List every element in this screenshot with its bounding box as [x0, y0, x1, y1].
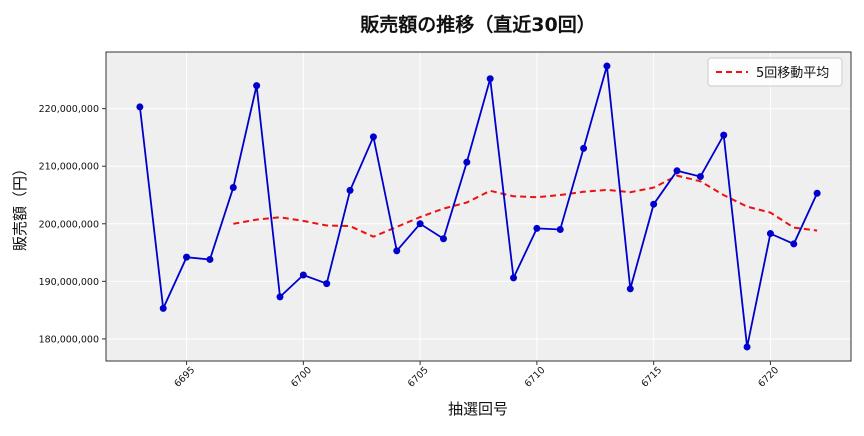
y-tick-label: 180,000,000	[39, 334, 99, 345]
y-axis-ticks: 180,000,000 190,000,000 200,000,000 210,000…	[39, 104, 106, 345]
plot-frame	[105, 51, 852, 362]
sales-point	[790, 240, 798, 248]
sales-line	[139, 65, 818, 348]
sales-point	[533, 224, 541, 232]
legend-label-moving-average: 5回移動平均	[756, 66, 829, 81]
sales-point	[206, 255, 214, 263]
sales-point	[346, 186, 354, 194]
x-tick-label: 6715	[639, 365, 664, 390]
x-tick-label: 6705	[406, 365, 431, 390]
series-layer	[105, 51, 852, 362]
chart-title: 販売額の推移（直近30回）	[360, 13, 595, 36]
sales-point	[673, 167, 681, 175]
y-tick-label: 210,000,000	[39, 162, 99, 173]
sales-point	[369, 133, 377, 141]
y-tick-label: 200,000,000	[39, 219, 99, 230]
x-tick-label: 6710	[523, 365, 548, 390]
sales-point	[650, 200, 658, 208]
sales-point	[183, 253, 191, 261]
sales-point	[463, 158, 471, 166]
sales-point	[720, 131, 728, 139]
sales-point	[580, 144, 588, 152]
sales-point	[323, 280, 331, 288]
sales-point	[299, 271, 307, 279]
sales-point	[393, 247, 401, 255]
x-tick-label: 6695	[172, 365, 197, 390]
plot-area	[106, 52, 851, 361]
grid-lines	[106, 52, 851, 361]
sales-point	[229, 184, 237, 192]
x-axis-label: 抽選回号	[448, 400, 508, 418]
x-tick-label: 6700	[289, 365, 314, 390]
sales-point	[626, 285, 634, 293]
y-tick-label: 190,000,000	[39, 277, 99, 288]
sales-point	[486, 75, 494, 83]
sales-point	[416, 220, 424, 228]
sales-point	[276, 293, 284, 301]
y-axis-label: 販売額（円）	[11, 161, 29, 251]
sales-point	[696, 173, 704, 181]
moving-average-line	[233, 174, 818, 238]
sales-point	[136, 103, 144, 111]
sales-point	[253, 82, 261, 90]
sales-point	[766, 230, 774, 238]
sales-point	[603, 62, 611, 70]
sales-point	[510, 274, 518, 282]
sales-point	[439, 235, 447, 243]
legend: 5回移動平均	[707, 57, 843, 87]
x-axis-ticks: 6695 6700 6705 6710 6715 6720	[172, 361, 781, 390]
sales-point	[159, 304, 167, 312]
sales-point	[743, 343, 751, 351]
sales-point	[813, 189, 821, 197]
y-tick-label: 220,000,000	[39, 104, 99, 115]
x-tick-label: 6720	[756, 365, 781, 390]
sales-point	[556, 226, 564, 234]
legend-box	[707, 57, 843, 87]
